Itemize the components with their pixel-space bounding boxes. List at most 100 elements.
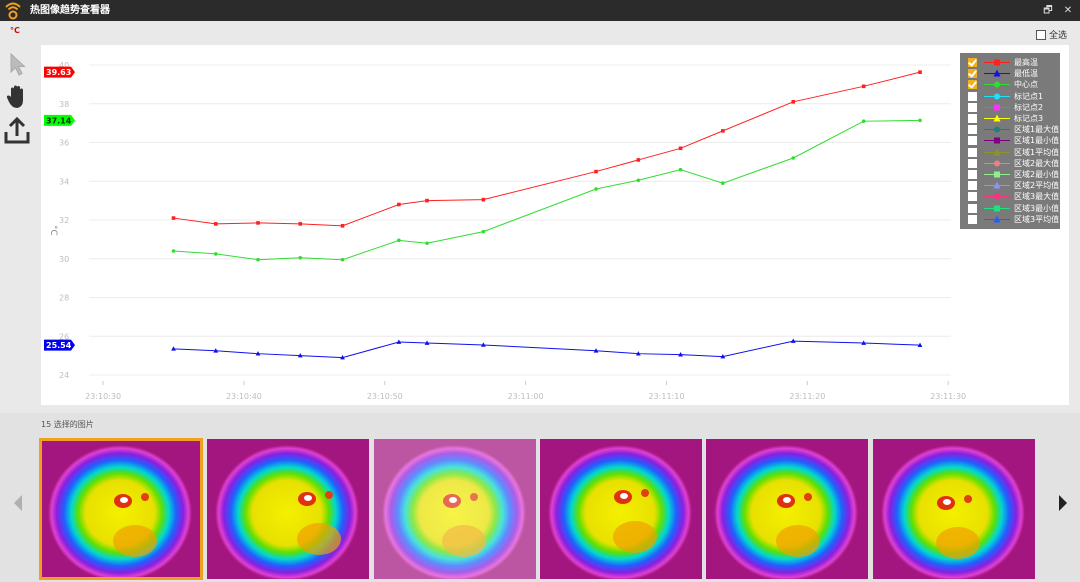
data-point xyxy=(678,146,683,151)
data-point xyxy=(721,129,725,133)
data-point xyxy=(256,257,260,262)
legend-item[interactable]: 标记点2 xyxy=(960,102,1060,113)
legend-item[interactable]: 最低温 xyxy=(960,68,1060,79)
y-tick-label: 38 xyxy=(59,100,69,109)
data-point xyxy=(480,342,486,347)
data-point xyxy=(720,353,726,359)
pan-tool-button[interactable] xyxy=(3,83,31,111)
data-point xyxy=(213,348,219,353)
y-axis-label: °C xyxy=(48,225,58,236)
close-button[interactable]: ✕ xyxy=(1063,5,1073,16)
legend-marker-icon xyxy=(984,181,1010,189)
legend-item[interactable]: 标记点3 xyxy=(960,113,1060,124)
data-point xyxy=(298,222,303,226)
legend-item[interactable]: 区域1最小值 xyxy=(960,135,1060,146)
legend-checkbox[interactable] xyxy=(968,125,977,135)
legend-label: 标记点1 xyxy=(1014,91,1044,101)
legend-marker-icon xyxy=(984,193,1010,200)
svg-text:37.14: 37.14 xyxy=(46,116,72,125)
legend-label: 区域1最小值 xyxy=(1014,136,1060,146)
thermal-thumbnail[interactable] xyxy=(540,439,702,579)
legend-checkbox[interactable] xyxy=(968,136,977,146)
legend-item[interactable]: 区域3最小值 xyxy=(960,203,1060,214)
frames-panel: 15 选择的图片 xyxy=(0,413,1080,582)
legend-item[interactable]: 区域1最大值 xyxy=(960,124,1060,135)
data-point xyxy=(425,198,429,203)
data-point xyxy=(298,255,303,260)
data-point xyxy=(594,169,598,174)
trend-chart-panel: 24 26 28 30 32 34 36 38 40 23:10:30 23:10:40 23:10:… xyxy=(41,45,1069,405)
thermal-thumbnail[interactable] xyxy=(873,439,1035,579)
legend-label: 标记点2 xyxy=(1014,102,1044,112)
thermal-thumbnail[interactable] xyxy=(39,438,203,580)
legend-checkbox[interactable] xyxy=(968,147,977,157)
legend-item[interactable]: 中心点 xyxy=(960,79,1060,90)
data-point xyxy=(918,118,922,123)
legend-marker-icon xyxy=(984,215,1010,223)
legend-checkbox[interactable] xyxy=(968,102,977,112)
legend-marker-icon xyxy=(984,137,1010,144)
select-all-checkbox[interactable]: 全选 xyxy=(1036,28,1067,41)
export-tool-button[interactable] xyxy=(3,116,31,144)
legend-marker-icon xyxy=(984,126,1010,133)
legend-item[interactable]: 区域2最小值 xyxy=(960,169,1060,180)
legend-checkbox[interactable] xyxy=(968,181,977,191)
data-point xyxy=(861,84,866,89)
data-point xyxy=(213,222,218,226)
legend-checkbox[interactable] xyxy=(968,80,977,90)
pointer-tool-button[interactable] xyxy=(3,50,31,78)
data-point xyxy=(397,202,401,207)
thermal-image xyxy=(207,439,369,579)
thermal-thumbnail[interactable] xyxy=(706,439,868,579)
x-tick-label: 23:11:20 xyxy=(789,392,825,401)
legend-label: 最低温 xyxy=(1014,69,1038,79)
y-tick-label: 26 xyxy=(59,332,69,341)
legend-checkbox[interactable] xyxy=(968,58,977,67)
legend-checkbox[interactable] xyxy=(968,214,977,224)
legend-checkbox[interactable] xyxy=(968,192,977,202)
restore-button[interactable]: 🗗 xyxy=(1043,5,1053,16)
legend-label: 区域1最大值 xyxy=(1014,125,1060,135)
legend-marker-icon xyxy=(984,81,1010,88)
legend-marker-icon xyxy=(984,148,1010,156)
data-point xyxy=(340,257,345,262)
data-point xyxy=(593,348,599,353)
y-tick-label: 28 xyxy=(59,294,69,303)
thermal-image xyxy=(40,439,202,579)
legend-item[interactable]: 区域1平均值 xyxy=(960,147,1060,158)
legend-checkbox[interactable] xyxy=(968,69,977,79)
data-point xyxy=(636,178,641,183)
legend-marker-icon xyxy=(984,59,1010,66)
legend-item[interactable]: 区域3最大值 xyxy=(960,191,1060,202)
thermal-image xyxy=(540,439,702,579)
legend-label: 中心点 xyxy=(1014,80,1038,90)
current-value-badge: 25.54 xyxy=(44,339,75,351)
legend-item[interactable]: 最高温 xyxy=(960,57,1060,68)
legend-item[interactable]: 区域2平均值 xyxy=(960,180,1060,191)
legend-checkbox[interactable] xyxy=(968,203,977,213)
legend-checkbox[interactable] xyxy=(968,114,977,123)
next-arrow-icon[interactable] xyxy=(1056,493,1070,513)
legend-item[interactable]: 区域3平均值 xyxy=(960,214,1060,225)
legend-checkbox[interactable] xyxy=(968,91,977,101)
prev-arrow-icon[interactable] xyxy=(11,493,25,513)
legend-checkbox[interactable] xyxy=(968,158,977,168)
legend-marker-icon xyxy=(984,160,1010,167)
thermal-thumbnail[interactable] xyxy=(374,439,536,579)
checkbox-box[interactable] xyxy=(1036,29,1046,40)
current-value-badge: 37.14 xyxy=(44,114,75,126)
legend-marker-icon xyxy=(984,93,1010,100)
legend-label: 区域2最大值 xyxy=(1014,158,1060,168)
legend-item[interactable]: 标记点1 xyxy=(960,91,1060,102)
thermal-image xyxy=(873,439,1035,579)
trend-chart[interactable]: 24 26 28 30 32 34 36 38 40 23:10:30 23:10:40 23:10:… xyxy=(41,45,1069,405)
data-point xyxy=(171,216,176,220)
pointer-icon xyxy=(10,52,26,76)
legend-checkbox[interactable] xyxy=(968,170,977,179)
window-title: 热图像趋势查看器 xyxy=(30,5,110,16)
x-tick-label: 23:10:30 xyxy=(85,392,121,401)
legend-item[interactable]: 区域2最大值 xyxy=(960,158,1060,169)
x-tick-label: 23:11:00 xyxy=(508,392,544,401)
svg-text:39.63: 39.63 xyxy=(46,68,71,77)
thermal-thumbnail[interactable] xyxy=(207,439,369,579)
